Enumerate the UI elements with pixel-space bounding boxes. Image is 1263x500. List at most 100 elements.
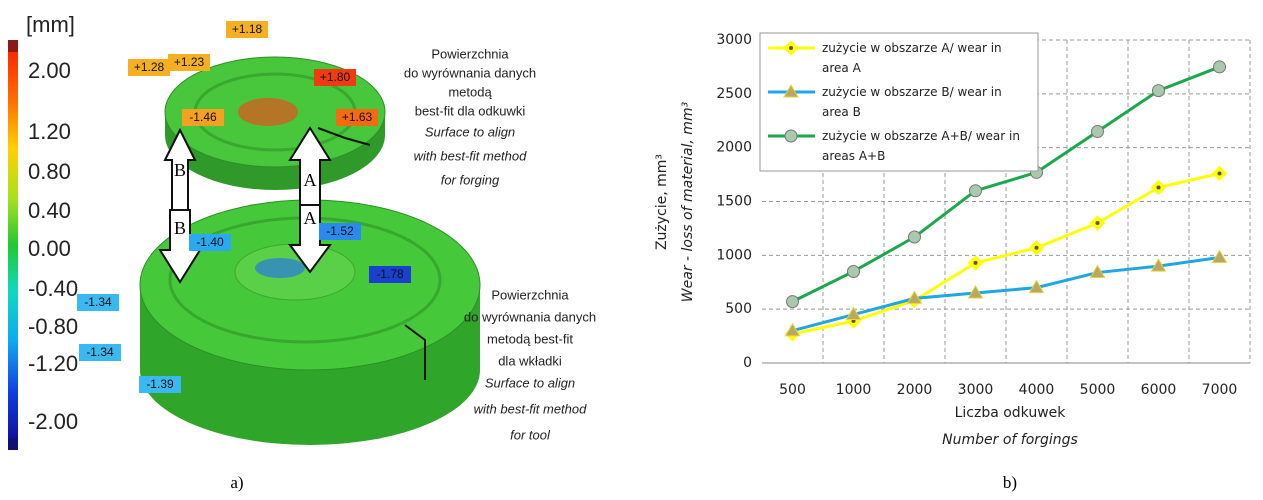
marker-shape [1213,250,1227,262]
marker-dot [974,261,978,265]
marker [970,185,982,197]
marker-shape [909,231,921,243]
note: Powierzchnia [491,287,569,302]
marker [1091,216,1105,230]
note: Surface to align [485,375,575,390]
note: with best-fit method [414,148,527,163]
x-tick-label: 3000 [958,382,994,398]
arrow-letter: A [304,170,317,190]
colorbar-label: 0.40 [28,198,71,223]
note: do wyrównania danych [404,65,536,80]
note: best-fit dla odkuwki [415,103,526,118]
marker-dot [1157,186,1161,190]
deviation-label: +1.23 [174,55,205,69]
deviation-label: +1.28 [134,60,165,74]
colorbar-label: 2.00 [28,58,71,83]
arrow-letter: B [174,218,186,238]
note: metodą [448,84,492,99]
y-tick-label: 500 [725,301,752,317]
colorbar-label: -0.80 [28,314,78,339]
marker [848,265,860,277]
marker-shape [785,130,797,142]
marker-dot [789,46,793,50]
deviation-label: -1.78 [376,267,404,281]
caption: a) [230,473,243,492]
note: dla wkładki [498,353,562,368]
colorbar-cap [8,438,18,450]
deviation-label: -1.34 [86,345,114,359]
marker [787,296,799,308]
y-tick-label: 3000 [716,32,752,48]
arrow-letter: B [174,160,186,180]
deviation-label: -1.52 [326,224,354,238]
colorbar-label: -2.00 [28,409,78,434]
y-axis-title: Zużycie, mm³ [654,154,670,250]
note: metodą best-fit [487,331,573,346]
marker-shape [787,296,799,308]
deviation-label: +1.18 [232,22,263,36]
marker [1153,85,1165,97]
colorbar [8,52,18,438]
legend-entry: zużycie w obszarze B/ wear in area B [822,82,1032,124]
x-tick-label: 5000 [1080,382,1116,398]
marker [1213,250,1227,262]
forging-wear [238,98,298,126]
deviation-label: -1.40 [196,235,224,249]
deviation-label: +1.80 [320,70,351,84]
arrow-letter: A [304,208,317,228]
legend-entry: zużycie w obszarze A+B/ wear in areas A+… [822,126,1032,168]
x-tick-label: 6000 [1141,382,1177,398]
x-tick-label: 1000 [836,382,872,398]
marker-shape [1153,85,1165,97]
colorbar-title: [mm] [26,12,75,37]
y-tick-label: 0 [743,355,752,371]
x-axis-title: Liczba odkuwek [955,405,1067,421]
x-axis-title: Number of forgings [942,432,1078,448]
y-axis-title: Wear - loss of material, mm³ [680,101,696,302]
marker-shape [848,265,860,277]
marker [785,130,797,142]
colorbar-label: -1.20 [28,351,78,376]
colorbar-label: 0.00 [28,236,71,261]
colorbar-cap [8,40,18,52]
tool-wear [255,258,305,278]
legend-label: zużycie w obszarze A/ wear in area A [822,38,1032,78]
marker-shape [970,185,982,197]
y-tick-label: 2500 [716,86,752,102]
note: Surface to align [425,124,515,139]
y-tick-label: 1500 [716,194,752,210]
legend-entry: zużycie w obszarze A/ wear in area A [822,38,1032,80]
note: Powierzchnia [431,46,509,61]
note: for forging [441,172,500,187]
marker-shape [1214,61,1226,73]
scan-panel: [mm] 2.00 1.20 0.80 0.40 0.00 -0.40 -0.8… [8,12,596,492]
deviation-label: -1.39 [146,377,174,391]
legend-label: zużycie w obszarze B/ wear in area B [822,82,1032,122]
y-tick-label: 2000 [716,140,752,156]
colorbar-label: 1.20 [28,119,71,144]
legend-label: zużycie w obszarze A+B/ wear in areas A+… [822,126,1032,166]
note: do wyrównania danych [464,309,596,324]
note: with best-fit method [474,401,587,416]
note: for tool [510,427,551,442]
marker [909,231,921,243]
marker [1214,61,1226,73]
figure: [mm] 2.00 1.20 0.80 0.40 0.00 -0.40 -0.8… [0,0,1263,495]
colorbar-label: 0.80 [28,159,71,184]
x-tick-label: 2000 [897,382,933,398]
marker [1152,181,1166,195]
marker-dot [1096,221,1100,225]
caption: b) [1003,473,1017,492]
x-tick-label: 4000 [1019,382,1055,398]
deviation-label: -1.46 [189,110,217,124]
marker [1092,126,1104,138]
marker [969,256,983,270]
marker-dot [1218,172,1222,176]
marker [1030,241,1044,255]
deviation-label: +1.63 [342,110,373,124]
colorbar-label: -0.40 [28,276,78,301]
marker [1213,167,1227,181]
deviation-label: -1.34 [84,295,112,309]
x-tick-label: 7000 [1202,382,1238,398]
marker-dot [1035,246,1039,250]
